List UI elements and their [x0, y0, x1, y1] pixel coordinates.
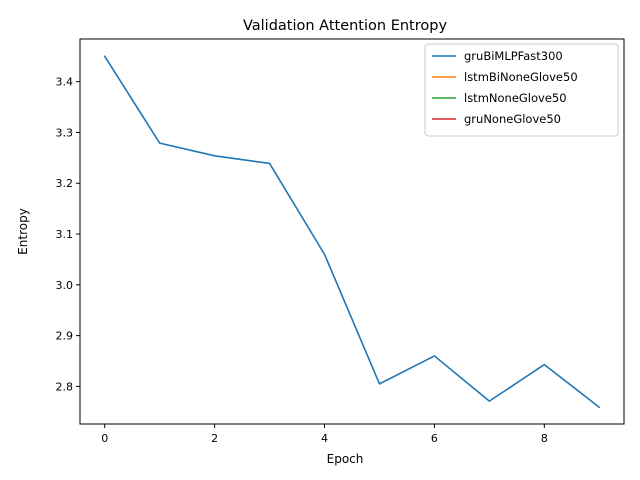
- legend-label: lstmNoneGlove50: [464, 91, 567, 105]
- y-tick-label: 2.8: [56, 380, 74, 393]
- chart-title: Validation Attention Entropy: [243, 18, 447, 34]
- x-tick-label: 0: [101, 432, 108, 445]
- y-tick-label: 3.3: [56, 126, 74, 139]
- x-axis-label: Epoch: [327, 452, 364, 466]
- y-tick-label: 3.4: [56, 76, 74, 89]
- legend-label: gruBiMLPFast300: [464, 49, 563, 63]
- legend: gruBiMLPFast300 lstmBiNoneGlove50 lstmNone…: [424, 43, 619, 137]
- plot-frame: [79, 38, 625, 425]
- y-tick-label: 2.9: [56, 330, 74, 343]
- y-axis-label: Entropy: [16, 208, 30, 255]
- y-tick-label: 3.2: [56, 177, 74, 190]
- y-tick-label: 3.1: [56, 228, 74, 241]
- y-axis: 2.8 2.9 3.0 3.1 3.2 3.3 3.4: [56, 76, 80, 393]
- x-axis: 0 2 4 6 8: [101, 424, 548, 445]
- plot-lines: [103, 55, 601, 409]
- legend-box: [424, 43, 619, 137]
- series-line: [103, 55, 601, 409]
- x-tick-label: 8: [541, 432, 548, 445]
- x-tick-label: 4: [321, 432, 328, 445]
- legend-label: gruNoneGlove50: [464, 112, 561, 126]
- y-tick-label: 3.0: [56, 279, 74, 292]
- x-tick-label: 6: [431, 432, 438, 445]
- legend-label: lstmBiNoneGlove50: [464, 70, 578, 84]
- x-tick-label: 2: [211, 432, 218, 445]
